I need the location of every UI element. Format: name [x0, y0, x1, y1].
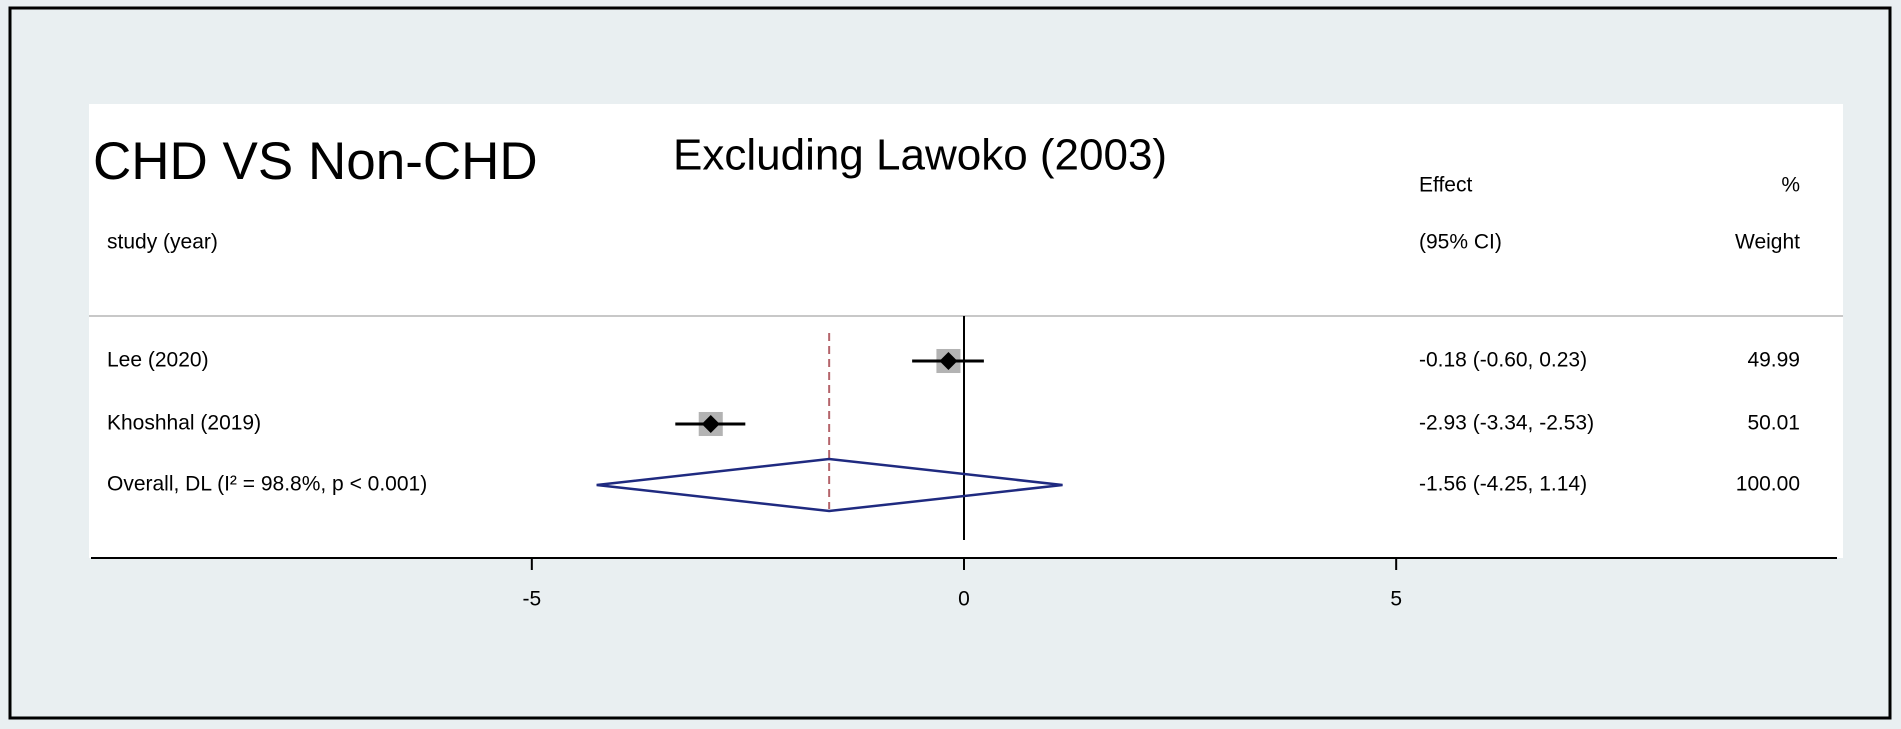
- study-label: Khoshhal (2019): [107, 412, 261, 435]
- x-tick-label: 5: [1390, 588, 1402, 611]
- overall-diamond: [596, 457, 1063, 513]
- weight-label: 100.00: [1736, 473, 1800, 496]
- x-tick-label: -5: [522, 588, 541, 611]
- point-estimate: [701, 415, 720, 433]
- point-estimate: [939, 352, 958, 370]
- chart-subtitle: Excluding Lawoko (2003): [673, 131, 1167, 180]
- effect-header: Effect: [1419, 174, 1472, 197]
- chart-title: CHD VS Non-CHD: [93, 132, 538, 191]
- effect-label: -0.18 (-0.60, 0.23): [1419, 349, 1587, 372]
- study-header: study (year): [107, 231, 218, 254]
- weight-header: Weight: [1735, 231, 1800, 254]
- weight-label: 49.99: [1747, 349, 1800, 372]
- effect-label: -2.93 (-3.34, -2.53): [1419, 412, 1594, 435]
- plot-panel: [89, 104, 1843, 558]
- study-label: Overall, DL (I² = 98.8%, p < 0.001): [107, 473, 427, 496]
- weight-header: %: [1781, 174, 1800, 197]
- effect-header: (95% CI): [1419, 231, 1502, 254]
- study-label: Lee (2020): [107, 349, 209, 372]
- effect-label: -1.56 (-4.25, 1.14): [1419, 473, 1587, 496]
- x-tick-label: 0: [958, 588, 970, 611]
- weight-label: 50.01: [1747, 412, 1800, 435]
